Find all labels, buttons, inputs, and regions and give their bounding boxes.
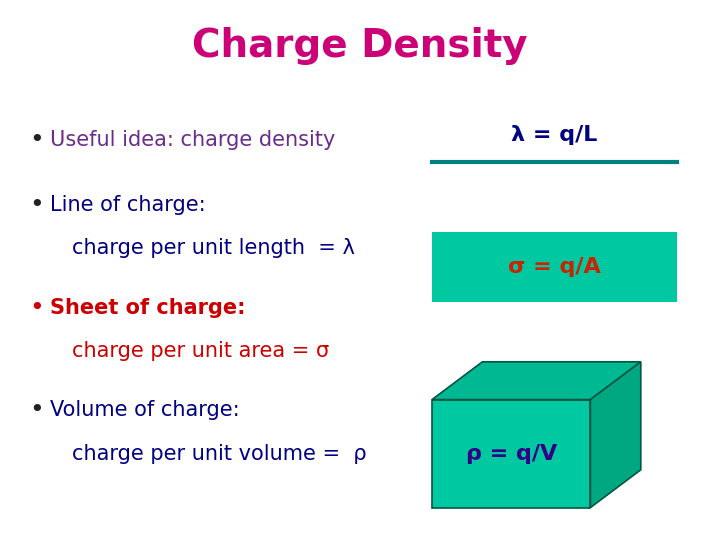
Text: charge per unit area = σ: charge per unit area = σ: [72, 341, 329, 361]
Text: Useful idea: charge density: Useful idea: charge density: [50, 130, 336, 151]
Text: •: •: [29, 399, 43, 422]
Polygon shape: [432, 400, 590, 508]
Text: λ = q/L: λ = q/L: [511, 125, 598, 145]
FancyBboxPatch shape: [432, 232, 677, 302]
Polygon shape: [432, 362, 641, 400]
Text: charge per unit volume =  ρ: charge per unit volume = ρ: [72, 443, 366, 464]
Text: charge per unit length  = λ: charge per unit length = λ: [72, 238, 355, 259]
Text: Volume of charge:: Volume of charge:: [50, 400, 240, 421]
Text: •: •: [29, 296, 43, 320]
Text: Line of charge:: Line of charge:: [50, 195, 206, 215]
Text: ρ = q/V: ρ = q/V: [466, 443, 557, 464]
Text: σ = q/A: σ = q/A: [508, 257, 600, 278]
Text: Charge Density: Charge Density: [192, 27, 528, 65]
Text: •: •: [29, 129, 43, 152]
Text: •: •: [29, 193, 43, 217]
Polygon shape: [590, 362, 641, 508]
Text: Sheet of charge:: Sheet of charge:: [50, 298, 246, 318]
